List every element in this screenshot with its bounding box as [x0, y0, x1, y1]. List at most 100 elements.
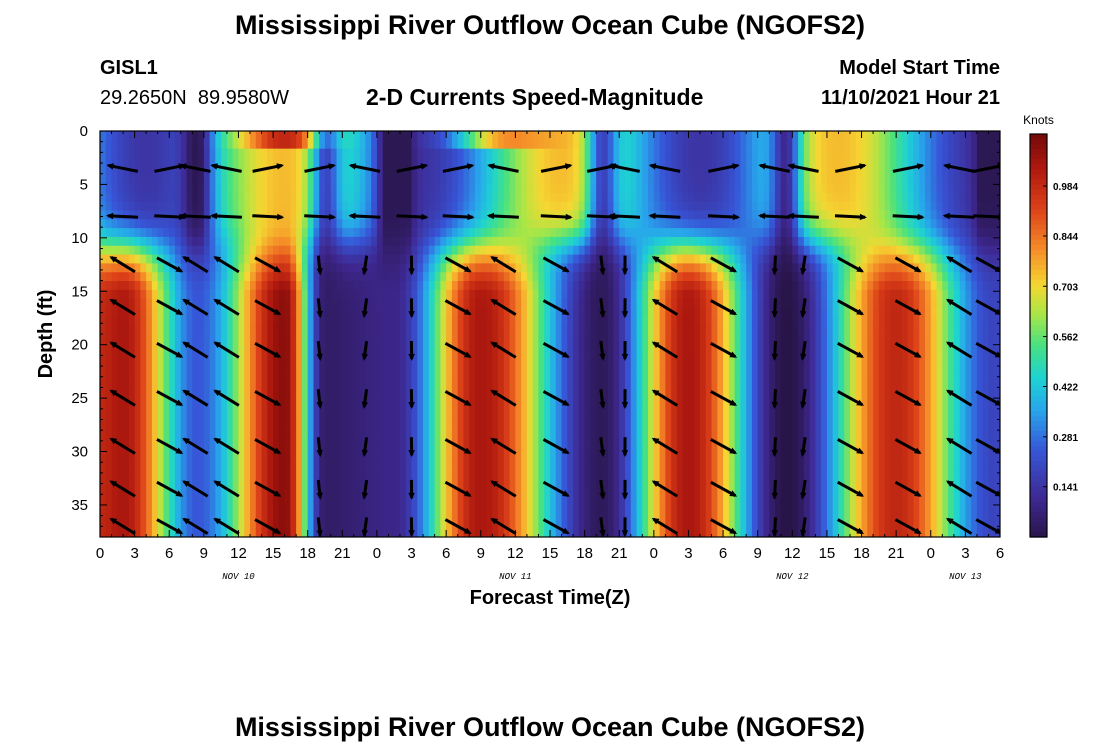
heatmap-cell	[163, 528, 170, 537]
heatmap-cell	[630, 157, 638, 167]
heatmap-cell	[405, 139, 413, 150]
heatmap-cell	[359, 245, 366, 256]
heatmap-cell	[596, 175, 603, 185]
heatmap-cell	[596, 431, 603, 441]
heatmap-cell	[348, 369, 355, 379]
heatmap-cell	[336, 484, 343, 494]
heatmap-cell	[705, 457, 713, 467]
heatmap-cell	[250, 201, 257, 212]
heatmap-cell	[659, 298, 666, 309]
heatmap-cell	[278, 210, 286, 220]
heatmap-cell	[584, 404, 591, 415]
heatmap-cell	[526, 289, 534, 300]
heatmap-cell	[434, 219, 441, 229]
heatmap-cell	[428, 386, 436, 397]
heatmap-cell	[526, 281, 534, 291]
heatmap-cell	[163, 254, 170, 264]
heatmap-cell	[665, 342, 672, 353]
heatmap-cell	[469, 236, 476, 247]
heatmap-cell	[192, 245, 199, 256]
heatmap-cell	[215, 448, 222, 459]
heatmap-cell	[538, 360, 545, 370]
heatmap-cell	[567, 148, 574, 159]
heatmap-cell	[134, 528, 141, 537]
heatmap-cell	[261, 386, 268, 397]
heatmap-cell	[134, 210, 141, 220]
heatmap-cell	[648, 175, 655, 185]
heatmap-cell	[434, 528, 441, 537]
heatmap-cell	[226, 245, 234, 256]
heatmap-cell	[301, 298, 309, 309]
heatmap-cell	[434, 157, 441, 167]
heatmap-cell	[492, 183, 499, 194]
heatmap-cell	[423, 192, 430, 203]
heatmap-cell	[186, 192, 193, 203]
heatmap-cell	[705, 413, 713, 423]
heatmap-cell	[688, 263, 695, 273]
heatmap-cell	[140, 448, 147, 459]
heatmap-cell	[180, 439, 188, 450]
heatmap-cell	[705, 325, 713, 335]
heatmap-cell	[284, 183, 291, 194]
heatmap-cell	[192, 192, 199, 203]
heatmap-cell	[423, 316, 430, 326]
heatmap-cell	[198, 325, 205, 335]
heatmap-cell	[261, 192, 268, 203]
heatmap-cell	[117, 422, 124, 432]
heatmap-cell	[400, 263, 407, 273]
heatmap-cell	[359, 431, 366, 441]
heatmap-cell	[653, 272, 661, 282]
heatmap-cell	[267, 281, 274, 291]
heatmap-cell	[163, 157, 170, 167]
heatmap-cell	[250, 289, 257, 300]
heatmap-cell	[226, 139, 234, 150]
heatmap-cell	[284, 325, 291, 335]
heatmap-cell	[330, 325, 338, 335]
heatmap-cell	[665, 183, 672, 194]
heatmap-cell	[503, 148, 511, 159]
heatmap-cell	[555, 289, 563, 300]
heatmap-cell	[601, 360, 609, 370]
heatmap-cell	[342, 510, 349, 520]
heatmap-cell	[198, 201, 205, 212]
heatmap-cell	[226, 201, 234, 212]
heatmap-cell	[544, 448, 551, 459]
heatmap-cell	[596, 192, 603, 203]
heatmap-cell	[573, 448, 580, 459]
heatmap-cell	[665, 131, 672, 141]
heatmap-cell	[111, 510, 118, 520]
heatmap-cell	[163, 351, 170, 362]
heatmap-cell	[573, 210, 580, 220]
heatmap-cell	[613, 501, 620, 512]
heatmap-cell	[307, 289, 315, 300]
heatmap-cell	[290, 413, 297, 423]
heatmap-cell	[105, 501, 113, 512]
heatmap-cell	[250, 386, 257, 397]
heatmap-cell	[561, 183, 568, 194]
heatmap-cell	[676, 131, 684, 141]
heatmap-cell	[642, 289, 649, 300]
heatmap-cell	[290, 439, 297, 450]
heatmap-cell	[388, 492, 395, 503]
heatmap-cell	[411, 219, 418, 229]
heatmap-cell	[307, 245, 315, 256]
heatmap-cell	[371, 281, 378, 291]
heatmap-cell	[405, 439, 413, 450]
heatmap-cell	[146, 519, 153, 529]
heatmap-cell	[584, 148, 591, 159]
heatmap-cell	[290, 236, 297, 247]
heatmap-cell	[619, 466, 626, 476]
heatmap-cell	[521, 422, 528, 432]
heatmap-cell	[221, 378, 228, 388]
heatmap-cell	[475, 439, 482, 450]
heatmap-cell	[515, 175, 522, 185]
heatmap-cell	[521, 139, 528, 150]
heatmap-cell	[509, 263, 516, 273]
heatmap-cell	[313, 448, 320, 459]
heatmap-cell	[376, 386, 384, 397]
heatmap-cell	[128, 236, 136, 247]
heatmap-cell	[100, 448, 107, 459]
heatmap-cell	[117, 272, 124, 282]
heatmap-cell	[192, 139, 199, 150]
heatmap-cell	[273, 510, 280, 520]
